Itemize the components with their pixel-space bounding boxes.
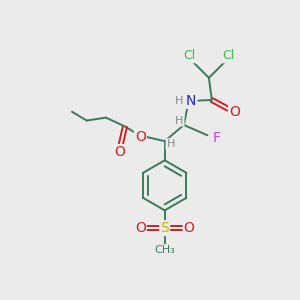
Text: H: H bbox=[175, 116, 184, 126]
Text: O: O bbox=[229, 105, 240, 119]
Text: H: H bbox=[167, 139, 175, 149]
Text: F: F bbox=[212, 131, 220, 145]
Text: O: O bbox=[184, 221, 195, 235]
Text: N: N bbox=[186, 94, 196, 108]
Text: H: H bbox=[175, 96, 183, 106]
Text: CH₃: CH₃ bbox=[154, 245, 175, 255]
Text: O: O bbox=[115, 145, 125, 159]
Text: S: S bbox=[160, 221, 169, 235]
Text: Cl: Cl bbox=[184, 49, 196, 62]
Text: O: O bbox=[135, 130, 146, 144]
Text: O: O bbox=[135, 221, 146, 235]
Text: Cl: Cl bbox=[222, 49, 234, 62]
